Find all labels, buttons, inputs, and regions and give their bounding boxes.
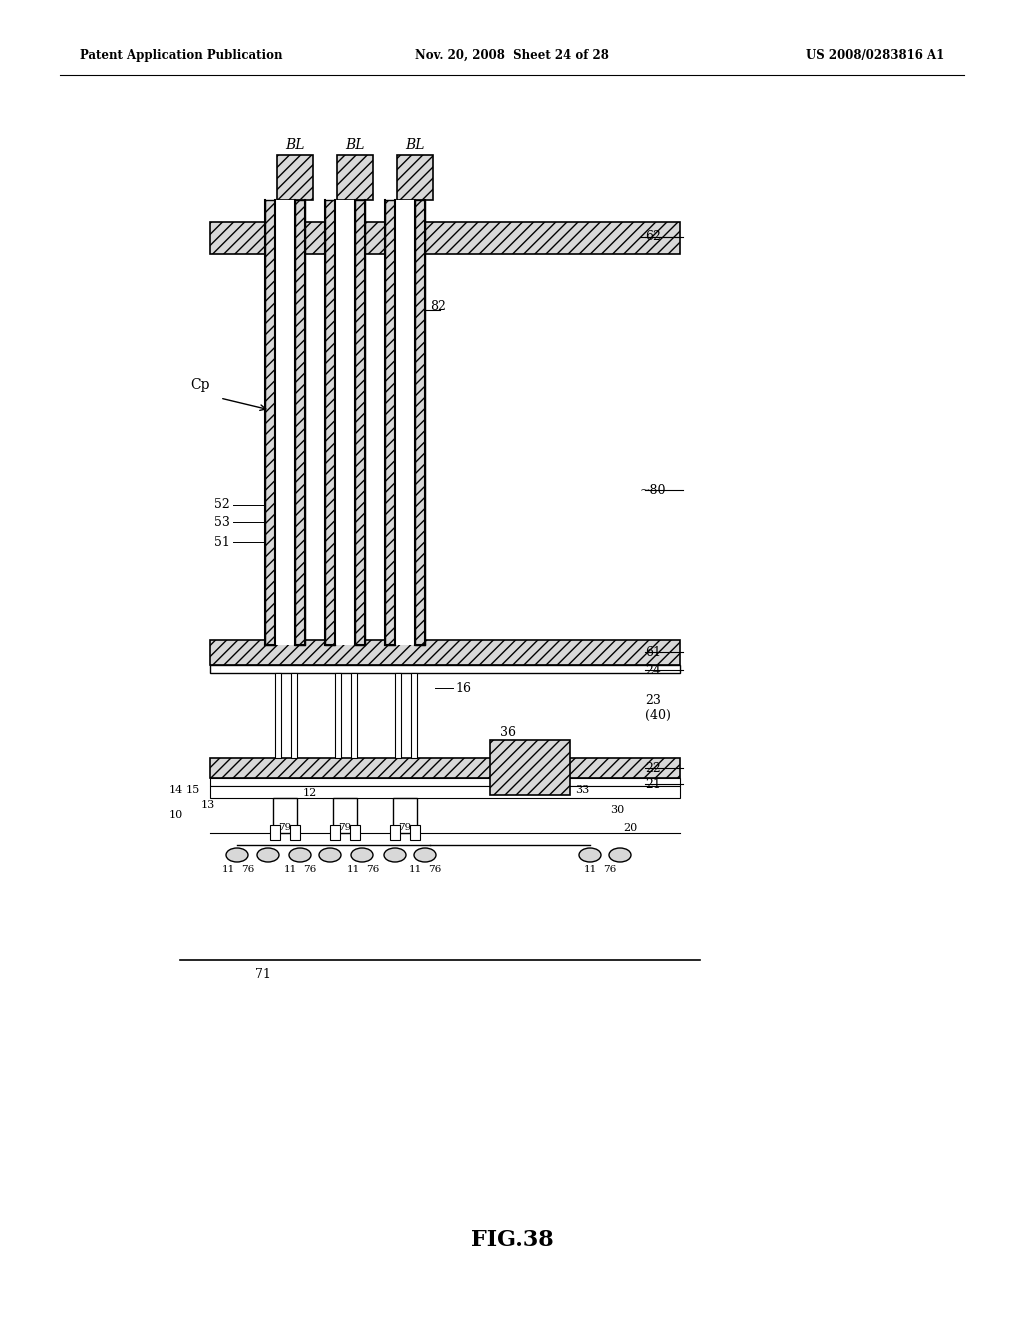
Bar [397, 154, 433, 201]
Text: 11: 11 [584, 866, 597, 874]
Bar [351, 673, 357, 758]
Text: 21: 21 [645, 777, 660, 791]
Text: 79: 79 [279, 824, 292, 833]
Ellipse shape [414, 847, 436, 862]
Bar [275, 201, 295, 645]
Ellipse shape [226, 847, 248, 862]
Text: 76: 76 [428, 866, 441, 874]
Text: Patent Application Publication: Patent Application Publication [80, 49, 283, 62]
Text: 76: 76 [603, 866, 616, 874]
Text: 62: 62 [645, 231, 660, 243]
Text: 11: 11 [409, 866, 422, 874]
Text: (40): (40) [645, 709, 671, 722]
Text: BL: BL [345, 139, 365, 152]
Text: 22: 22 [645, 762, 660, 775]
Text: BL: BL [286, 139, 305, 152]
Text: 82: 82 [430, 300, 445, 313]
Text: 33: 33 [575, 785, 589, 795]
Text: US 2008/0283816 A1: US 2008/0283816 A1 [806, 49, 944, 62]
Bar [210, 640, 680, 665]
Text: 23: 23 [645, 693, 660, 706]
Text: 11: 11 [221, 866, 234, 874]
Bar [325, 201, 335, 645]
Text: 52: 52 [214, 499, 230, 511]
Bar [270, 825, 280, 840]
Ellipse shape [609, 847, 631, 862]
Text: ~80: ~80 [640, 483, 667, 496]
Bar [415, 201, 425, 645]
Bar [210, 758, 680, 777]
Text: 10: 10 [169, 810, 183, 820]
Bar [355, 201, 365, 645]
Bar [395, 201, 415, 645]
Bar [210, 777, 680, 785]
Text: 53: 53 [214, 516, 230, 528]
Ellipse shape [289, 847, 311, 862]
Text: 14: 14 [169, 785, 183, 795]
Text: Cp: Cp [190, 378, 210, 392]
Bar [290, 825, 300, 840]
Bar [291, 673, 297, 758]
Text: 76: 76 [242, 866, 255, 874]
Bar [210, 665, 680, 673]
Text: 13: 13 [201, 800, 215, 810]
Text: Nov. 20, 2008  Sheet 24 of 28: Nov. 20, 2008 Sheet 24 of 28 [415, 49, 609, 62]
Bar [278, 154, 313, 201]
Bar [335, 201, 355, 645]
Bar [385, 201, 395, 645]
Ellipse shape [351, 847, 373, 862]
Text: 79: 79 [338, 824, 351, 833]
Bar [275, 673, 281, 758]
Bar [350, 825, 360, 840]
Text: 12: 12 [303, 788, 317, 799]
Bar [393, 799, 417, 833]
Text: 51: 51 [214, 536, 230, 549]
Bar [210, 785, 680, 799]
Ellipse shape [257, 847, 279, 862]
Ellipse shape [319, 847, 341, 862]
Bar [410, 825, 420, 840]
Text: 36: 36 [500, 726, 516, 739]
Text: 24: 24 [645, 664, 660, 676]
Bar [395, 673, 401, 758]
Bar [295, 201, 305, 645]
Text: 71: 71 [255, 969, 271, 982]
Text: 79: 79 [398, 824, 412, 833]
Bar [330, 825, 340, 840]
Bar [337, 154, 373, 201]
Text: 30: 30 [610, 805, 625, 814]
Text: 76: 76 [303, 866, 316, 874]
Text: 15: 15 [185, 785, 200, 795]
Bar [490, 741, 570, 795]
Bar [210, 222, 680, 253]
Text: 11: 11 [284, 866, 297, 874]
Text: FIG.38: FIG.38 [471, 1229, 553, 1251]
Bar [265, 201, 275, 645]
Bar [390, 825, 400, 840]
Bar [411, 673, 417, 758]
Text: BL: BL [406, 139, 425, 152]
Bar [335, 673, 341, 758]
Text: 76: 76 [367, 866, 380, 874]
Ellipse shape [579, 847, 601, 862]
Bar [273, 799, 297, 833]
Bar [333, 799, 357, 833]
Text: 61: 61 [645, 645, 662, 659]
Text: 16: 16 [455, 681, 471, 694]
Text: 20: 20 [623, 822, 637, 833]
Text: 11: 11 [346, 866, 359, 874]
Ellipse shape [384, 847, 406, 862]
